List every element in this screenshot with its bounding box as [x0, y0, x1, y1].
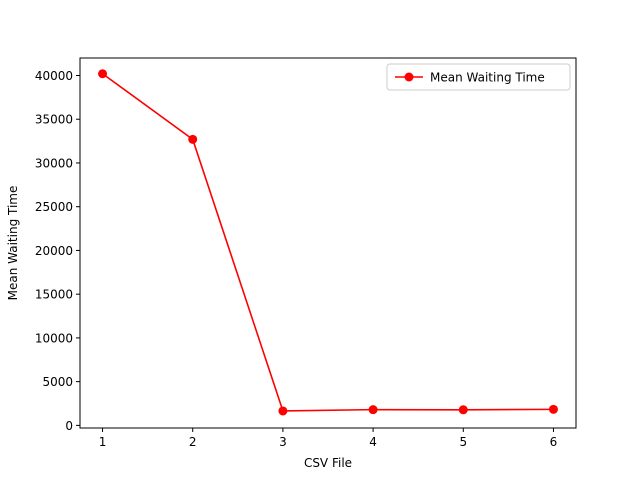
x-axis-title: CSV File [304, 456, 352, 470]
y-axis-title: Mean Waiting Time [6, 186, 20, 301]
y-tick-label: 5000 [42, 375, 73, 389]
x-tick-label: 6 [550, 435, 558, 449]
legend-box [386, 63, 571, 91]
x-tick-label: 1 [99, 435, 107, 449]
data-point [458, 405, 468, 415]
data-point [98, 69, 108, 79]
plot-layer [98, 69, 558, 416]
y-tick-label: 30000 [35, 156, 73, 170]
y-tick-label: 20000 [35, 244, 73, 258]
y-tick-label: 0 [65, 419, 73, 433]
data-point [548, 404, 558, 414]
series-line [102, 73, 554, 412]
y-tick-label: 15000 [35, 288, 73, 302]
x-axis: 1 2 3 4 5 6 [99, 428, 558, 449]
legend-label: Mean Waiting Time [430, 71, 545, 85]
plot-frame [79, 57, 577, 429]
legend: Mean Waiting Time [386, 63, 571, 91]
y-tick-label: 25000 [35, 200, 73, 214]
y-tick-label: 10000 [35, 331, 73, 345]
data-point [188, 134, 198, 144]
x-tick-label: 5 [459, 435, 467, 449]
data-point [368, 405, 378, 415]
x-tick-label: 4 [369, 435, 377, 449]
x-tick-label: 3 [279, 435, 287, 449]
y-tick-label: 40000 [35, 69, 73, 83]
y-axis: 0 5000 10000 15000 20000 25000 30000 35000 40000 [35, 69, 80, 433]
x-tick-label: 2 [189, 435, 197, 449]
data-point [278, 406, 288, 416]
legend-marker [404, 72, 414, 82]
y-tick-label: 35000 [35, 113, 73, 127]
